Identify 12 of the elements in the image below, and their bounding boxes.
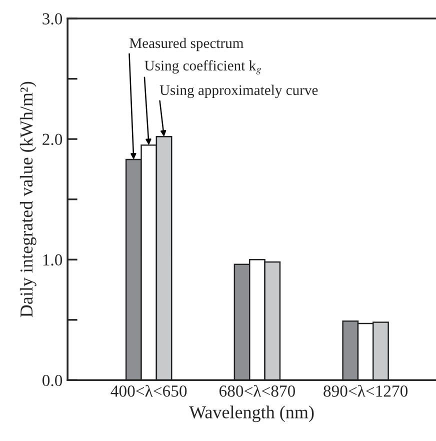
y-tick-label: 2.0 [42, 134, 62, 146]
text: Using coefficient k$_{g}$ [144, 60, 262, 74]
y-tick-label: 3.0 [42, 13, 62, 25]
y-axis-title: Daily integrated value (kWh/m²) [20, 82, 36, 318]
x-tick-label: 400<λ<650 [110, 384, 187, 397]
x-axis-title: Wavelength (nm) [189, 406, 314, 422]
text: Using approximately curve [160, 84, 318, 98]
x-tick-label: 890<λ<1270 [324, 384, 408, 397]
y-tick-label: 1.0 [43, 254, 62, 266]
x-tick-label: 680<λ<870 [219, 384, 296, 397]
y-tick-label: 0.0 [42, 374, 62, 386]
text: Measured spectrum [130, 38, 244, 52]
